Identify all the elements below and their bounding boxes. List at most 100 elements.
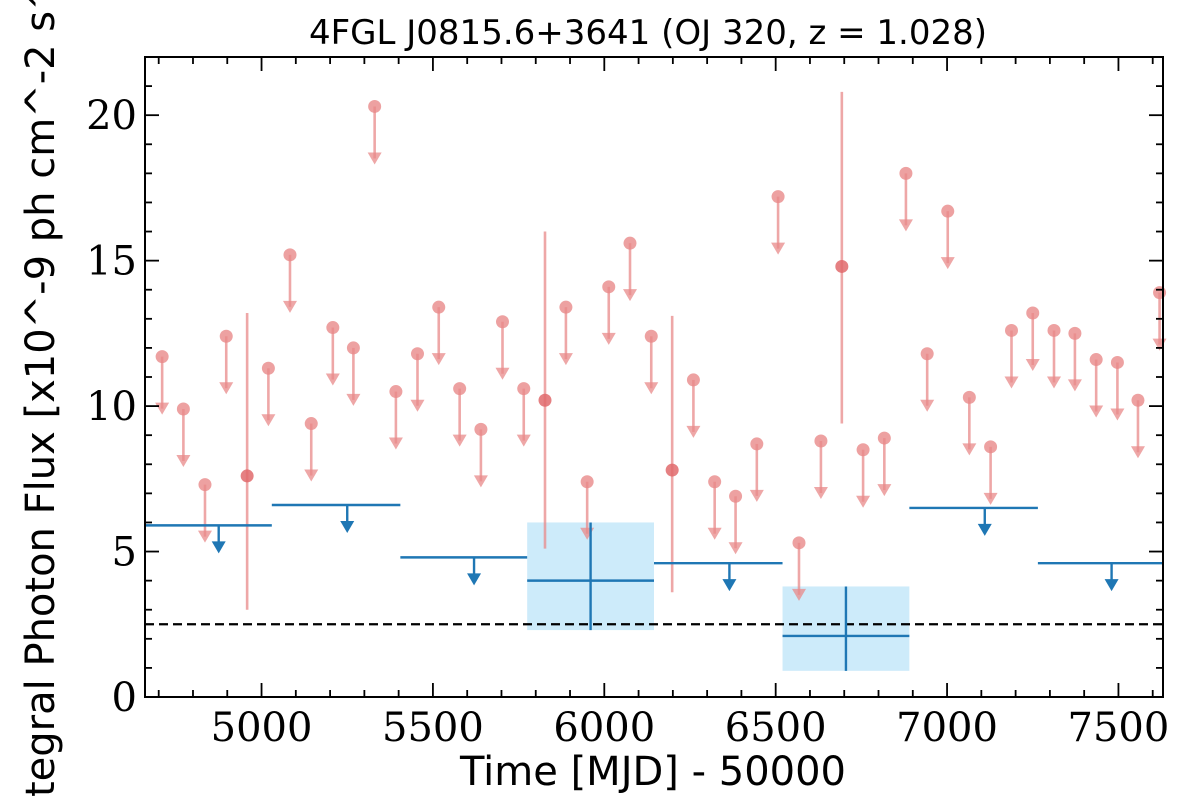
x-axis-label: Time [MJD] - 50000 xyxy=(459,749,846,795)
short-upper-limit-arrow xyxy=(856,495,871,508)
short-upper-limit-point xyxy=(389,385,403,399)
y-axis-label: Integral Photon Flux [x10^-9 ph cm^-2 s^… xyxy=(18,0,64,800)
long-upper-limit-arrow xyxy=(467,573,482,586)
short-upper-limit-point xyxy=(1110,355,1124,369)
short-detection-point xyxy=(538,393,552,407)
short-upper-limit-point xyxy=(623,236,637,250)
short-detection-point xyxy=(240,469,254,483)
short-upper-limit-point xyxy=(708,475,722,489)
short-upper-limit-arrow xyxy=(346,393,361,406)
x-tick-label: 6500 xyxy=(725,705,827,751)
short-upper-limit-arrow xyxy=(686,425,701,438)
short-upper-limit-arrow xyxy=(1152,338,1167,351)
x-tick-label: 5500 xyxy=(382,705,484,751)
long-upper-limit-arrow xyxy=(340,521,355,533)
short-upper-limit-arrow xyxy=(728,542,743,555)
short-upper-limit-arrow xyxy=(644,382,659,395)
x-tick-label: 7500 xyxy=(1068,705,1170,751)
short-upper-limit-point xyxy=(729,489,743,503)
short-upper-limit-point xyxy=(1026,306,1040,320)
short-upper-limit-point xyxy=(814,434,828,448)
short-upper-limit-arrow xyxy=(473,475,488,488)
short-upper-limit-arrow xyxy=(431,353,446,366)
short-upper-limit-arrow xyxy=(155,402,170,415)
short-upper-limit-point xyxy=(602,280,616,294)
short-upper-limit-point xyxy=(176,402,190,416)
short-upper-limit-point xyxy=(877,431,891,445)
short-upper-limit-arrow xyxy=(920,399,935,412)
short-upper-limit-point xyxy=(346,341,360,355)
short-upper-limit-point xyxy=(1131,393,1145,407)
short-upper-limit-arrow xyxy=(1110,408,1125,421)
short-upper-limit-arrow xyxy=(791,588,806,601)
short-upper-limit-arrow xyxy=(1067,379,1082,392)
short-upper-limit-arrow xyxy=(601,332,616,345)
short-upper-limit-point xyxy=(155,350,169,364)
y-tick-label: 10 xyxy=(86,384,137,430)
short-upper-limit-point xyxy=(771,190,785,204)
long-upper-limit-arrow xyxy=(1104,579,1119,592)
short-upper-limit-point xyxy=(198,478,212,492)
short-upper-limit-arrow xyxy=(388,437,403,450)
long-upper-limit-arrow xyxy=(977,523,992,536)
short-upper-limit-point xyxy=(1153,286,1167,300)
short-upper-limit-point xyxy=(1047,323,1061,337)
short-upper-limit-arrow xyxy=(983,492,998,505)
x-tick-label: 7000 xyxy=(896,705,998,751)
short-upper-limit-arrow xyxy=(940,257,955,270)
short-upper-limit-point xyxy=(1004,323,1018,337)
short-upper-limit-point xyxy=(750,437,764,451)
short-upper-limit-arrow xyxy=(707,527,722,540)
short-upper-limit-arrow xyxy=(495,367,510,380)
short-upper-limit-point xyxy=(559,300,573,314)
short-upper-limit-point xyxy=(368,99,382,113)
short-upper-limit-point xyxy=(941,204,955,218)
short-upper-limit-point xyxy=(283,248,297,262)
y-tick-label: 20 xyxy=(86,93,137,139)
short-upper-limit-point xyxy=(792,536,806,550)
short-upper-limit-arrow xyxy=(452,434,467,447)
short-detection-point xyxy=(835,259,849,273)
short-upper-limit-point xyxy=(899,166,913,180)
short-upper-limit-arrow xyxy=(877,484,892,497)
short-upper-limit-arrow xyxy=(410,399,425,412)
short-upper-limit-arrow xyxy=(197,530,212,543)
short-upper-limit-point xyxy=(644,329,658,343)
short-upper-limit-arrow xyxy=(1089,405,1104,418)
x-tick-label: 5000 xyxy=(211,705,313,751)
short-upper-limit-point xyxy=(261,361,275,375)
short-upper-limit-arrow xyxy=(304,469,319,482)
short-upper-limit-point xyxy=(962,390,976,404)
short-upper-limit-point xyxy=(326,321,340,335)
short-upper-limit-arrow xyxy=(1047,376,1062,389)
y-tick-label: 0 xyxy=(112,675,137,721)
chart-title: 4FGL J0815.6+3641 (OJ 320, z = 1.028) xyxy=(309,13,987,53)
short-upper-limit-point xyxy=(219,329,233,343)
short-upper-limit-arrow xyxy=(282,300,297,313)
short-upper-limit-arrow xyxy=(325,373,340,386)
short-upper-limit-arrow xyxy=(813,487,828,499)
short-upper-limit-arrow xyxy=(771,242,786,255)
short-upper-limit-arrow xyxy=(516,434,531,447)
y-tick-label: 15 xyxy=(86,239,137,285)
short-upper-limit-arrow xyxy=(1130,446,1145,459)
short-upper-limit-point xyxy=(410,347,424,361)
short-upper-limit-arrow xyxy=(1004,376,1019,389)
short-upper-limit-arrow xyxy=(1025,359,1040,371)
short-upper-limit-point xyxy=(432,300,446,314)
short-upper-limit-point xyxy=(304,417,318,431)
short-upper-limit-point xyxy=(856,443,870,457)
short-upper-limit-arrow xyxy=(623,289,638,302)
x-tick-label: 6000 xyxy=(553,705,655,751)
long-upper-limit-arrow xyxy=(722,579,737,592)
short-upper-limit-point xyxy=(495,315,509,329)
plot-area: 5000 5500 6000 6500 7000 7500 0 5 10 15 20 xyxy=(86,56,1170,751)
y-tick-label: 5 xyxy=(112,530,137,576)
short-upper-limit-point xyxy=(1068,326,1082,340)
short-upper-limit-arrow xyxy=(558,353,573,366)
short-upper-limit-point xyxy=(474,422,488,436)
short-upper-limit-arrow xyxy=(176,455,191,467)
short-upper-limit-point xyxy=(984,440,998,454)
short-detection-point xyxy=(665,463,679,477)
